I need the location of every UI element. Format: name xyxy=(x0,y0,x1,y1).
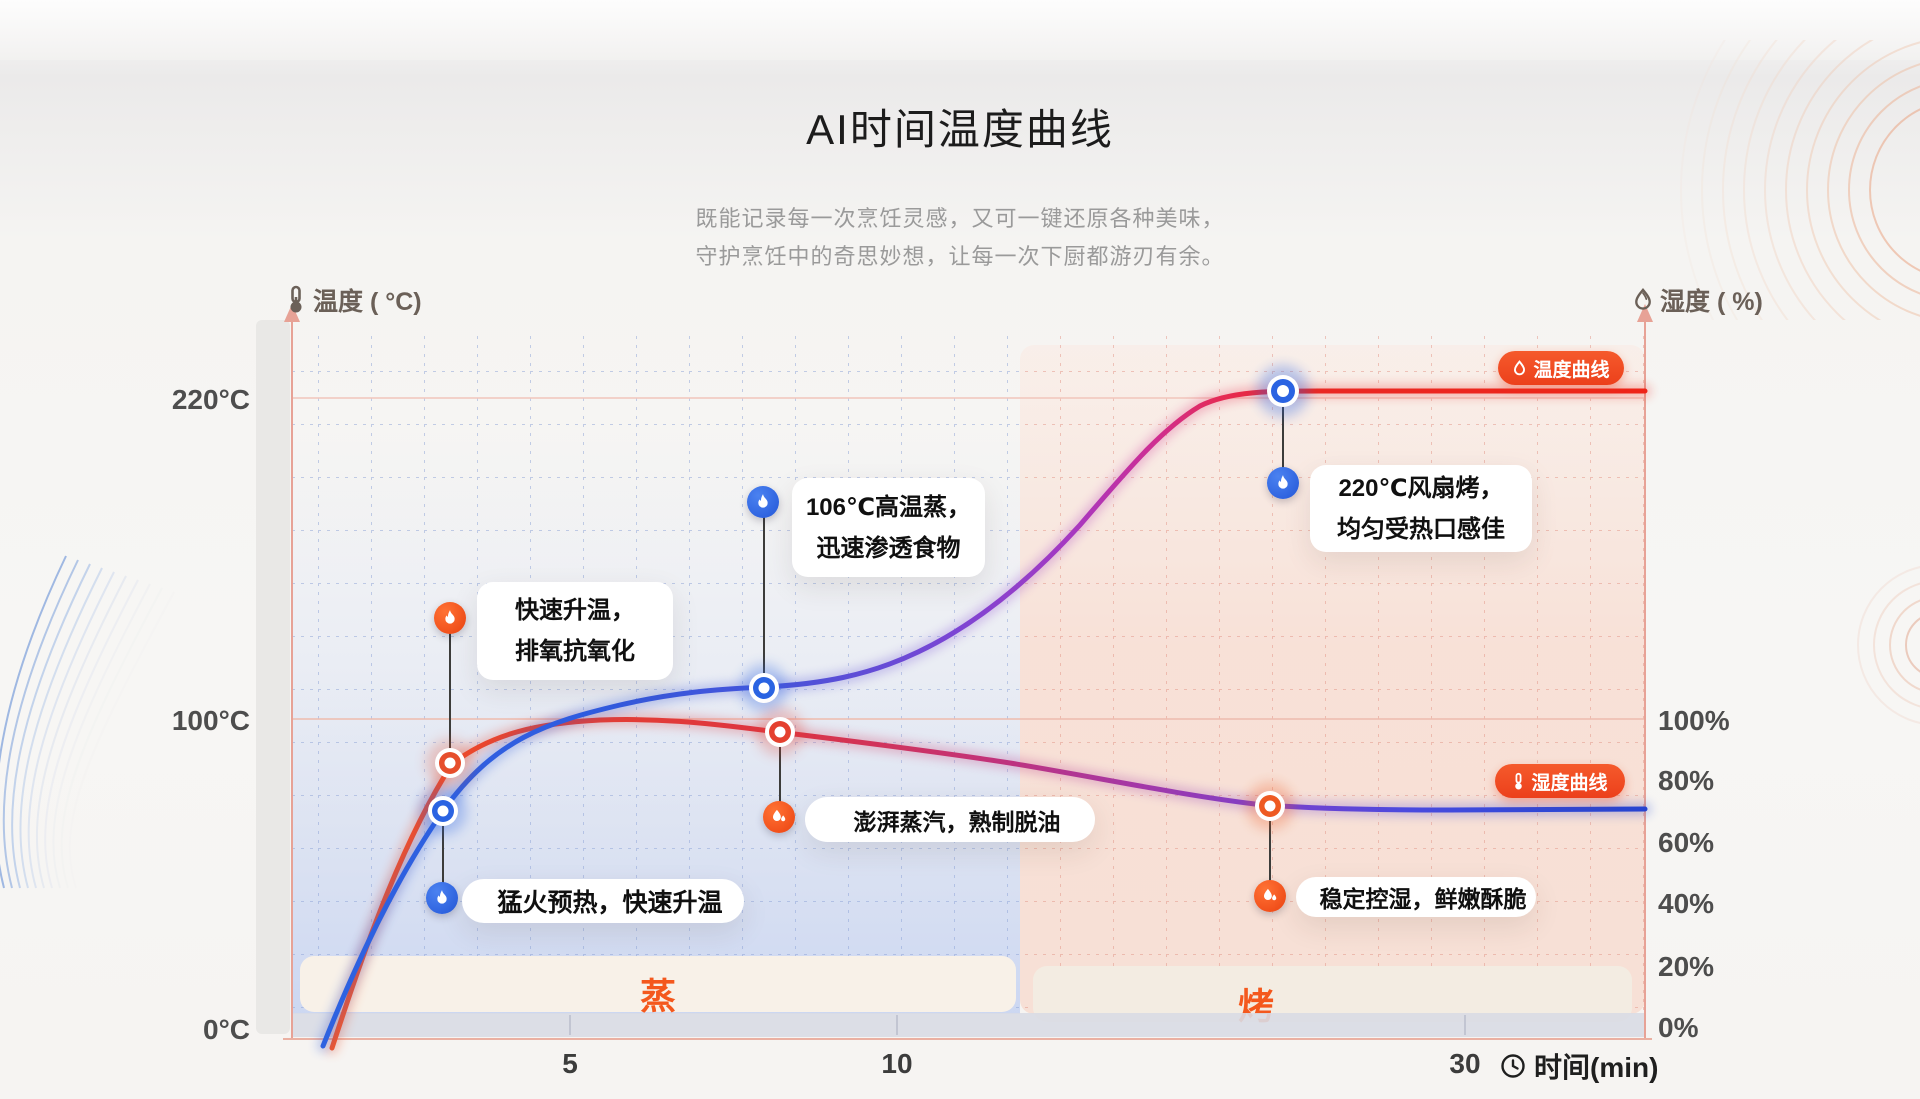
water-drop-icon xyxy=(1635,288,1651,310)
right-axis-title-text: 湿度 ( %) xyxy=(1660,288,1763,316)
subtitle-line-1: 既能记录每一次烹饪灵感，又可一键还原各种美味， xyxy=(695,206,1225,231)
callout-line: 猛火预热，快速升温 xyxy=(497,889,723,917)
callout-bake-220: 220℃风扇烤， 均匀受热口感佳 xyxy=(1310,465,1532,552)
decor-fan-left xyxy=(0,555,175,889)
water-drops-icon xyxy=(1254,880,1286,912)
page-title: AI时间温度曲线 xyxy=(806,106,1114,153)
y-axis-strip xyxy=(256,320,290,1034)
legend-humidity-badge: 湿度曲线 xyxy=(1495,764,1625,798)
left-axis-title-text: 温度 ( °C) xyxy=(313,288,422,316)
thermometer-icon xyxy=(290,285,302,313)
callout-line: 排氧抗氧化 xyxy=(515,638,635,665)
left-axis-title: 温度 ( °C) xyxy=(285,282,422,318)
right-tick-0: 0% xyxy=(1658,1012,1699,1043)
flame-icon xyxy=(747,486,779,518)
bake-phase-bar xyxy=(1033,966,1632,1022)
callout-line: 均匀受热口感佳 xyxy=(1337,515,1505,543)
callout-line: 稳定控湿，鲜嫩酥脆 xyxy=(1319,886,1527,912)
top-band xyxy=(0,0,1920,60)
decor-arcs-right xyxy=(1857,566,1920,724)
x-tick-5: 5 xyxy=(562,1048,578,1079)
callout-steam-106: 106℃高温蒸， 迅速渗透食物 xyxy=(792,478,985,577)
steam-phase-label: 蒸 xyxy=(640,976,676,1017)
x-axis-bar xyxy=(292,1013,1646,1037)
legend-humidity-label: 湿度曲线 xyxy=(1531,772,1608,794)
x-tick-10: 10 xyxy=(881,1048,913,1079)
callout-line: 106℃高温蒸， xyxy=(805,493,972,521)
flame-icon xyxy=(434,602,466,634)
legend-temperature-badge: 温度曲线 xyxy=(1498,351,1624,385)
x-axis-title: 时间(min) xyxy=(1500,1046,1658,1086)
right-tick-80: 80% xyxy=(1658,765,1715,796)
page-subtitle: 既能记录每一次烹饪灵感，又可一键还原各种美味， 守护烹饪中的奇思妙想，让每一次下… xyxy=(0,200,1920,276)
right-tick-100: 100% xyxy=(1658,705,1730,736)
callout-line: 澎湃蒸汽，熟制脱油 xyxy=(853,808,1061,835)
left-tick-0: 0°C xyxy=(203,1014,250,1045)
clock-icon xyxy=(1501,1054,1525,1078)
left-tick-220: 220°C xyxy=(171,384,250,415)
callout-line: 迅速渗透食物 xyxy=(816,534,961,562)
callout-steam-power: 澎湃蒸汽，熟制脱油 xyxy=(805,797,1095,842)
decor-arcs-top-right xyxy=(1680,40,1920,320)
right-axis-title: 湿度 ( %) xyxy=(1632,282,1763,318)
right-tick-60: 60% xyxy=(1658,827,1715,858)
water-drop-icon xyxy=(1514,359,1526,375)
thermometer-icon xyxy=(1515,772,1523,789)
y-axis-right-arrow xyxy=(1637,304,1653,322)
x-axis-title-text: 时间(min) xyxy=(1534,1052,1659,1083)
y-axis-left-arrow xyxy=(284,304,300,322)
right-tick-20: 20% xyxy=(1658,951,1715,982)
callout-line: 快速升温， xyxy=(515,597,635,624)
x-tick-30: 30 xyxy=(1449,1048,1481,1079)
flame-icon xyxy=(1267,467,1299,499)
steam-phase-bar xyxy=(300,956,1016,1012)
water-drops-icon xyxy=(763,801,795,833)
subtitle-line-2: 守护烹饪中的奇思妙想，让每一次下厨都游刃有余。 xyxy=(695,244,1225,269)
callout-rapid-heat: 快速升温， 排氧抗氧化 xyxy=(477,582,673,680)
callout-line: 220℃风扇烤， xyxy=(1338,474,1504,502)
callout-preheat: 猛火预热，快速升温 xyxy=(462,879,744,923)
flame-icon xyxy=(426,882,458,914)
legend-temperature-label: 温度曲线 xyxy=(1533,359,1610,381)
left-tick-100: 100°C xyxy=(171,705,250,736)
callout-humidity-ctl: 稳定控湿，鲜嫩酥脆 xyxy=(1296,877,1536,917)
right-tick-40: 40% xyxy=(1658,888,1715,919)
data-point-nodes xyxy=(419,365,1309,835)
